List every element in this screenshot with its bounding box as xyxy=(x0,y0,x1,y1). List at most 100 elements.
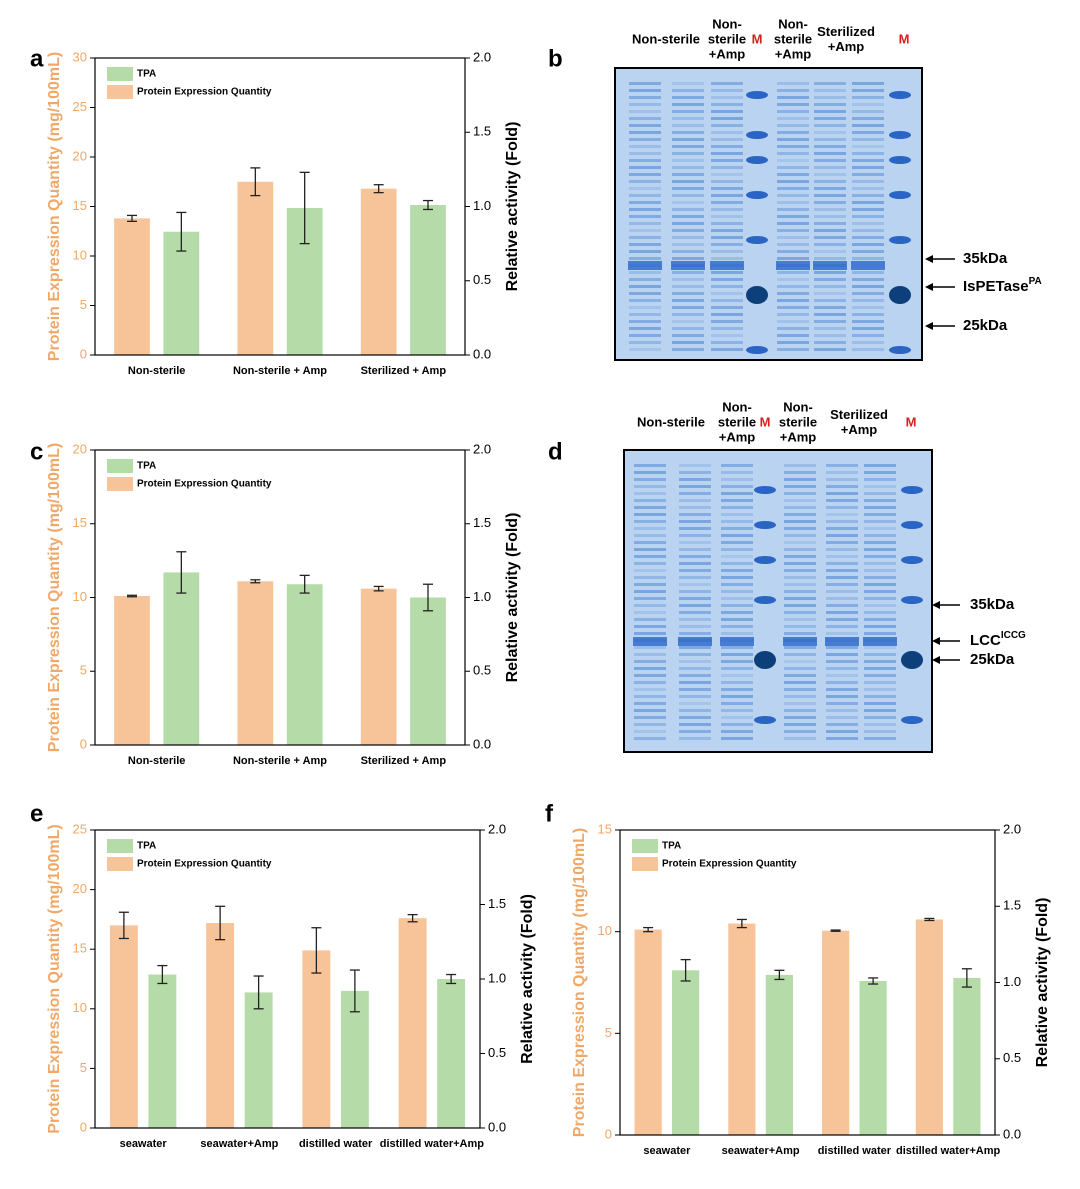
gel-band xyxy=(826,478,858,481)
gel-band xyxy=(852,341,884,344)
gel-band xyxy=(711,285,743,288)
gel-band xyxy=(679,471,711,474)
gel-band xyxy=(711,110,743,113)
annotation: LCCICCG xyxy=(970,630,1026,649)
gel-band xyxy=(826,625,858,628)
y-tick-label: 15 xyxy=(598,821,612,836)
gel-band xyxy=(864,660,896,663)
gel-band xyxy=(784,716,816,719)
x-tick-label: distilled water+Amp xyxy=(380,1138,485,1150)
gel-band xyxy=(864,674,896,677)
gel-band xyxy=(629,299,661,302)
gel-band xyxy=(679,555,711,558)
gel-band xyxy=(672,313,704,316)
error-bar xyxy=(127,214,137,223)
gel-band xyxy=(852,138,884,141)
gel-band xyxy=(777,117,809,120)
gel-band xyxy=(777,208,809,211)
bar xyxy=(398,918,427,1128)
gel-band xyxy=(634,555,666,558)
gel-band xyxy=(826,499,858,502)
gel-band xyxy=(814,285,846,288)
y2-tick-label: 2.0 xyxy=(473,441,491,456)
gel-band xyxy=(864,681,896,684)
gel-band xyxy=(814,327,846,330)
marker-band xyxy=(746,156,768,164)
gel-band xyxy=(784,723,816,726)
y-tick-label: 10 xyxy=(73,1000,87,1015)
gel-band xyxy=(679,618,711,621)
marker-band xyxy=(889,346,911,354)
gel-band xyxy=(852,278,884,281)
gel-band xyxy=(777,236,809,239)
gel-band xyxy=(777,257,809,260)
gel-band xyxy=(721,702,753,705)
gel-band xyxy=(826,611,858,614)
gel-band xyxy=(864,730,896,733)
panel-label: d xyxy=(548,438,563,465)
gel-band xyxy=(852,313,884,316)
gel-band xyxy=(825,637,859,646)
gel-band xyxy=(864,632,896,635)
gel-band xyxy=(784,653,816,656)
gel-band xyxy=(826,737,858,740)
gel-band xyxy=(864,604,896,607)
gel-band xyxy=(852,187,884,190)
gel-band xyxy=(777,194,809,197)
bar xyxy=(915,919,943,1135)
gel-band xyxy=(852,166,884,169)
gel-band xyxy=(634,667,666,670)
gel-band xyxy=(852,152,884,155)
gel-band xyxy=(679,625,711,628)
gel-band xyxy=(711,327,743,330)
y-tick-label: 25 xyxy=(73,99,87,114)
gel-band xyxy=(721,646,753,649)
gel-band xyxy=(629,166,661,169)
gel-band xyxy=(784,548,816,551)
gel-band xyxy=(672,180,704,183)
y2-tick-label: 1.5 xyxy=(488,896,506,911)
gel-band xyxy=(777,327,809,330)
gel-band xyxy=(629,103,661,106)
gel-band xyxy=(721,730,753,733)
gel-band xyxy=(720,637,754,646)
legend-label: Protein Expression Quantity xyxy=(137,859,272,870)
gel-band xyxy=(777,278,809,281)
gel-band xyxy=(629,278,661,281)
gel-band xyxy=(852,89,884,92)
gel-band xyxy=(634,625,666,628)
gel-band xyxy=(672,250,704,253)
gel-band xyxy=(711,201,743,204)
error-bar xyxy=(373,585,384,592)
gel-band xyxy=(864,625,896,628)
gel-band xyxy=(851,261,885,270)
gel-band xyxy=(672,145,704,148)
gel-band xyxy=(814,187,846,190)
y-tick-label: 5 xyxy=(80,297,87,312)
y-tick-label: 5 xyxy=(80,1060,87,1075)
gel-band xyxy=(777,271,809,274)
bar xyxy=(114,218,150,355)
gel-band xyxy=(814,348,846,351)
gel-band xyxy=(852,145,884,148)
gel-band xyxy=(864,723,896,726)
gel-band xyxy=(711,96,743,99)
gel-band xyxy=(629,194,661,197)
y-tick-label: 20 xyxy=(73,881,87,896)
gel-band xyxy=(628,261,662,270)
gel-band xyxy=(672,327,704,330)
gel-band xyxy=(852,250,884,253)
gel-band xyxy=(864,520,896,523)
marker-band xyxy=(901,486,923,494)
gel-band xyxy=(629,89,661,92)
gel-band xyxy=(864,464,896,467)
gel-band xyxy=(679,534,711,537)
gel-band xyxy=(634,737,666,740)
arrow-head xyxy=(932,601,940,609)
gel-band xyxy=(629,334,661,337)
gel-band xyxy=(826,653,858,656)
gel-band xyxy=(672,201,704,204)
gel-band xyxy=(634,492,666,495)
y2-axis-title: Relative activity (Fold) xyxy=(1034,898,1051,1068)
gel-band xyxy=(852,131,884,134)
